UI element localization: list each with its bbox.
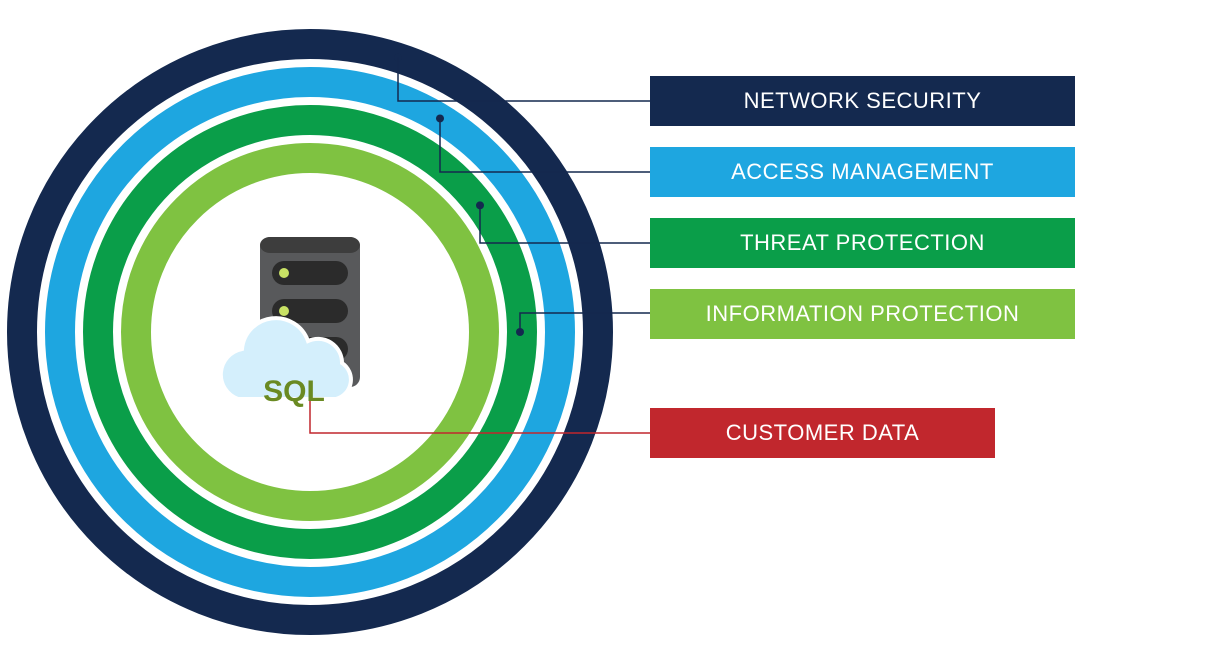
sql-server-icon: SQL (221, 237, 360, 408)
server-led-icon (279, 306, 289, 316)
sql-label: SQL (263, 375, 325, 408)
server-top-icon (260, 237, 360, 253)
server-led-icon (279, 268, 289, 278)
diagram-root: SQL NETWORK SECURITY ACCESS MANAGEMENT THR… (0, 0, 1206, 660)
label-customer-data: CUSTOMER DATA (650, 408, 995, 458)
label-information-protection: INFORMATION PROTECTION (650, 289, 1075, 339)
label-network-security: NETWORK SECURITY (650, 76, 1075, 126)
label-access-management: ACCESS MANAGEMENT (650, 147, 1075, 197)
label-threat-protection: THREAT PROTECTION (650, 218, 1075, 268)
